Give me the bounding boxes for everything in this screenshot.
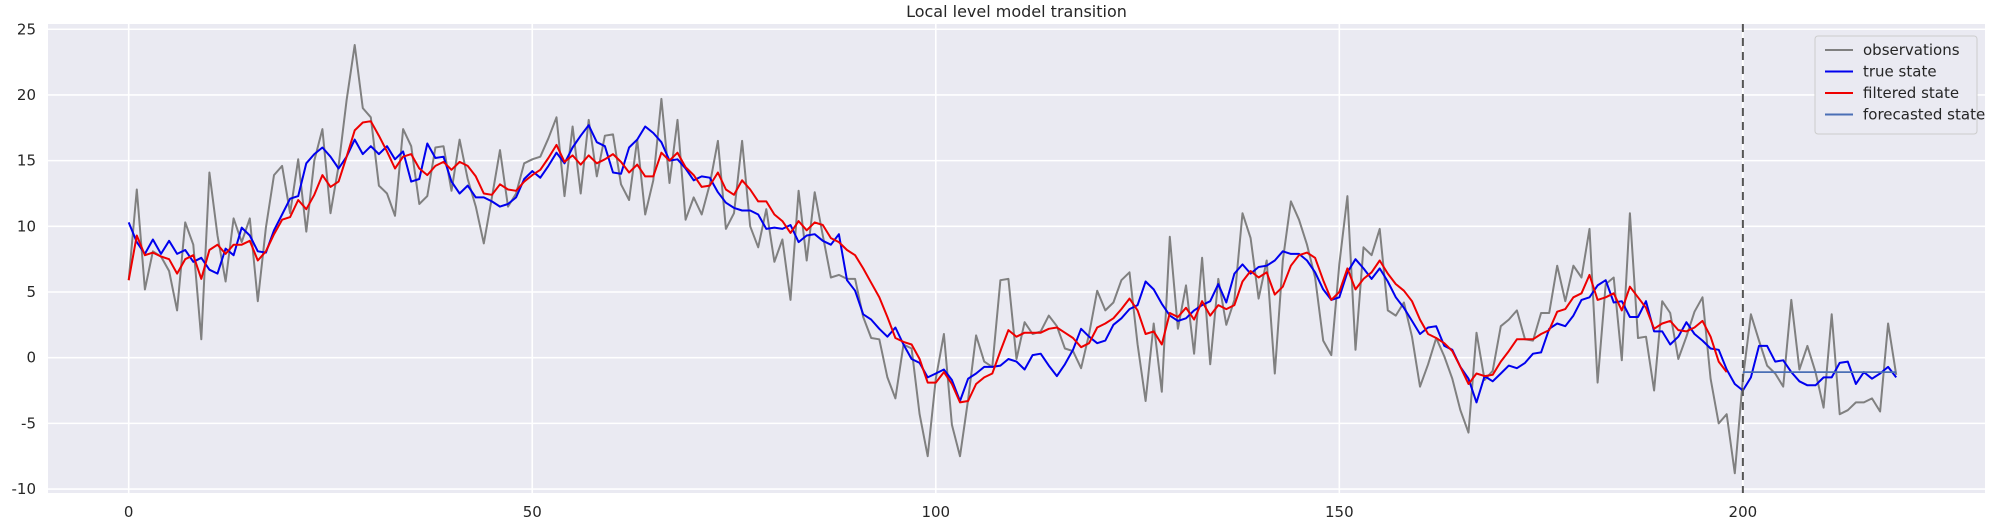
grid <box>48 24 1985 493</box>
legend-box <box>1814 35 1978 135</box>
series-line-filtered-state <box>127 120 1728 404</box>
series-layer <box>127 44 1898 475</box>
x-tick-label: 50 <box>523 503 542 521</box>
tick-labels: 0 50 100 150 200 -10 -5 0 5 10 15 20 25 <box>12 20 1758 521</box>
y-tick-label: 5 <box>26 283 36 301</box>
series-line-true-state <box>127 124 1897 404</box>
x-tick-label: 100 <box>921 503 950 521</box>
legend-label-filtered-state: filtered state <box>1863 84 1959 102</box>
x-tick-label: 150 <box>1325 503 1354 521</box>
y-tick-label: -10 <box>12 480 37 498</box>
series-line-observations <box>127 44 1898 475</box>
x-tick-label: 0 <box>124 503 134 521</box>
y-tick-label: 0 <box>26 349 36 367</box>
y-tick-label: 10 <box>17 217 36 235</box>
legend-label-true-state: true state <box>1863 63 1937 81</box>
y-tick-label: 25 <box>17 20 36 38</box>
legend: observations true state filtered state fore… <box>1814 35 1985 135</box>
plot-background <box>48 24 1985 493</box>
y-tick-label: 15 <box>17 152 36 170</box>
legend-label-observations: observations <box>1863 41 1960 59</box>
y-tick-label: -5 <box>21 414 36 432</box>
x-tick-label: 200 <box>1729 503 1758 521</box>
chart-title: Local level model transition <box>906 2 1127 21</box>
y-tick-label: 20 <box>17 86 36 104</box>
legend-label-forecasted-state: forecasted state <box>1863 106 1985 124</box>
